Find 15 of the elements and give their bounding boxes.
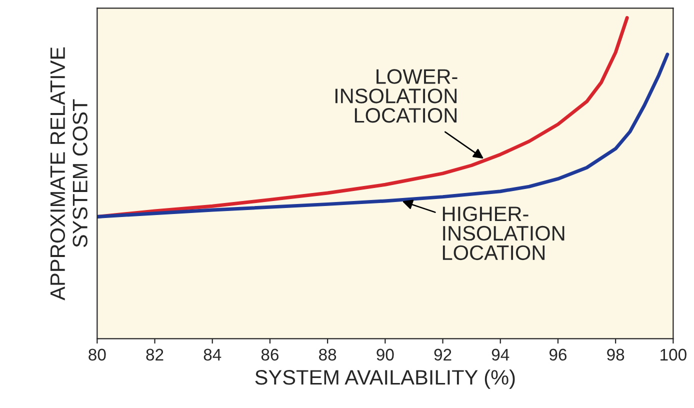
x-tick-label: 84 xyxy=(204,348,222,361)
annotation: LOWER- INSOLATION LOCATION xyxy=(335,69,458,123)
y-axis-title: APPROXIMATE RELATIVE SYSTEM COST xyxy=(50,47,88,300)
x-tick-label: 96 xyxy=(549,348,567,361)
x-tick-label: 90 xyxy=(376,348,394,361)
x-tick-label: 88 xyxy=(319,348,336,361)
annotation: HIGHER- INSOLATION LOCATION xyxy=(442,206,564,260)
x-tick-label: 100 xyxy=(660,348,686,361)
x-tick-label: 94 xyxy=(492,348,510,361)
x-tick-label: 80 xyxy=(88,348,106,361)
x-tick-label: 98 xyxy=(607,348,624,361)
x-axis-title: SYSTEM AVAILABILITY (%) xyxy=(255,369,515,389)
x-tick-label: 92 xyxy=(434,348,452,361)
x-tick-label: 82 xyxy=(146,348,164,361)
x-tick-label: 86 xyxy=(261,348,279,361)
